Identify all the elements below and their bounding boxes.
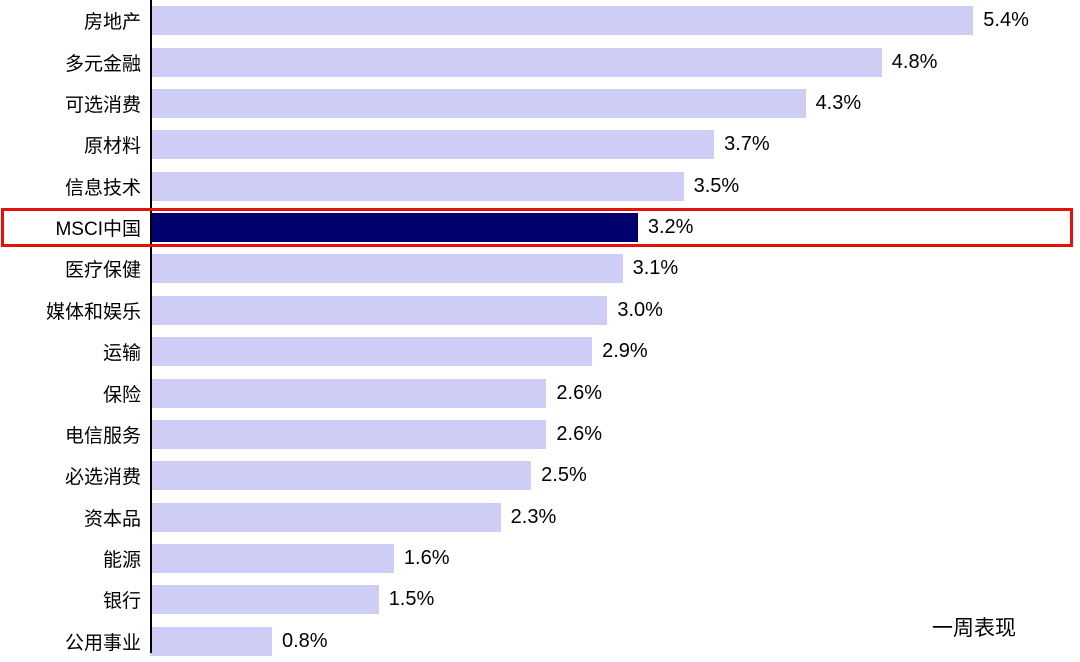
bar-area: 1.6%	[150, 538, 1080, 579]
bar-area: 0.8%	[150, 621, 1080, 662]
value-label: 1.6%	[403, 547, 450, 570]
value-label: 2.6%	[556, 381, 602, 404]
bar-area: 3.5%	[150, 166, 1080, 207]
chart-row: 多元金融 4.8%	[0, 41, 1080, 82]
chart-row: 信息技术 3.5%	[0, 166, 1080, 207]
chart-row: 公用事业 0.8%	[0, 621, 1080, 662]
category-label: 医疗保健	[64, 260, 141, 282]
bar	[150, 419, 547, 449]
chart-row: 原材料 3.7%	[0, 124, 1080, 165]
chart-row: 可选消费 4.3%	[0, 83, 1080, 124]
value-label: 5.4%	[983, 9, 1029, 32]
chart-row: 运输 2.9%	[0, 331, 1080, 372]
bar-area: 2.6%	[150, 414, 1080, 455]
bar-area: 2.5%	[150, 455, 1080, 496]
value-label: 3.7%	[724, 133, 770, 156]
category-label: MSCI中国	[55, 219, 141, 241]
chart-row: 房地产 5.4%	[0, 0, 1080, 41]
chart-row: MSCI中国 3.2%	[0, 207, 1080, 248]
category-label: 电信服务	[64, 425, 141, 447]
bar-area: 2.6%	[150, 372, 1080, 413]
chart-row: 银行 1.5%	[0, 579, 1080, 620]
category-label: 原材料	[83, 136, 141, 158]
bar-area: 4.3%	[150, 83, 1080, 124]
y-axis-line	[150, 0, 152, 653]
value-label: 2.3%	[510, 505, 557, 528]
value-label: 3.0%	[617, 298, 663, 321]
category-label: 资本品	[83, 508, 141, 530]
chart-row: 保险 2.6%	[0, 372, 1080, 413]
value-label: 2.9%	[602, 340, 648, 363]
chart-row: 医疗保健 3.1%	[0, 248, 1080, 289]
chart-row: 能源 1.6%	[0, 538, 1080, 579]
bar-area: 2.3%	[150, 497, 1080, 538]
category-label: 房地产	[83, 12, 141, 34]
value-label: 2.6%	[556, 422, 602, 445]
bar-area: 4.8%	[150, 41, 1080, 82]
bar	[150, 378, 547, 408]
bar	[150, 585, 379, 615]
bar-area: 3.1%	[150, 248, 1080, 289]
category-label: 必选消费	[64, 467, 141, 489]
chart-row: 必选消费 2.5%	[0, 455, 1080, 496]
chart-row: 电信服务 2.6%	[0, 414, 1080, 455]
chart-row: 资本品 2.3%	[0, 497, 1080, 538]
bar	[150, 171, 684, 201]
bar	[150, 295, 608, 325]
value-label: 3.1%	[632, 257, 679, 280]
bar-area: 3.2%	[150, 207, 1080, 248]
bar-area: 3.0%	[150, 290, 1080, 331]
bar	[150, 6, 974, 36]
category-label: 保险	[102, 384, 141, 406]
week-performance-annotation: 一周表现	[932, 617, 1016, 640]
bar	[150, 213, 638, 243]
category-label: 银行	[102, 591, 141, 613]
bar	[150, 502, 501, 532]
chart-row: 媒体和娱乐 3.0%	[0, 290, 1080, 331]
value-label: 2.5%	[541, 464, 587, 487]
bar	[150, 544, 394, 574]
value-label: 4.3%	[815, 91, 862, 114]
value-label: 4.8%	[891, 50, 938, 73]
bar	[150, 461, 532, 491]
category-label: 能源	[102, 550, 141, 572]
bar	[150, 88, 806, 118]
category-label: 运输	[102, 343, 141, 365]
bar	[150, 130, 715, 160]
bar	[150, 47, 882, 77]
value-label: 3.2%	[647, 216, 694, 239]
bar	[150, 254, 623, 284]
bar	[150, 337, 593, 367]
category-label: 信息技术	[64, 177, 141, 199]
category-label: 公用事业	[64, 632, 141, 654]
category-label: 多元金融	[64, 53, 141, 75]
value-label: 1.5%	[388, 588, 435, 611]
bar-area: 2.9%	[150, 331, 1080, 372]
bar-area: 1.5%	[150, 579, 1080, 620]
value-label: 0.8%	[281, 629, 328, 652]
category-label: 媒体和娱乐	[45, 301, 141, 323]
value-label: 3.5%	[693, 174, 740, 197]
bar	[150, 626, 272, 656]
bar-area: 5.4%	[150, 0, 1080, 41]
category-label: 可选消费	[64, 94, 141, 116]
bar-area: 3.7%	[150, 124, 1080, 165]
